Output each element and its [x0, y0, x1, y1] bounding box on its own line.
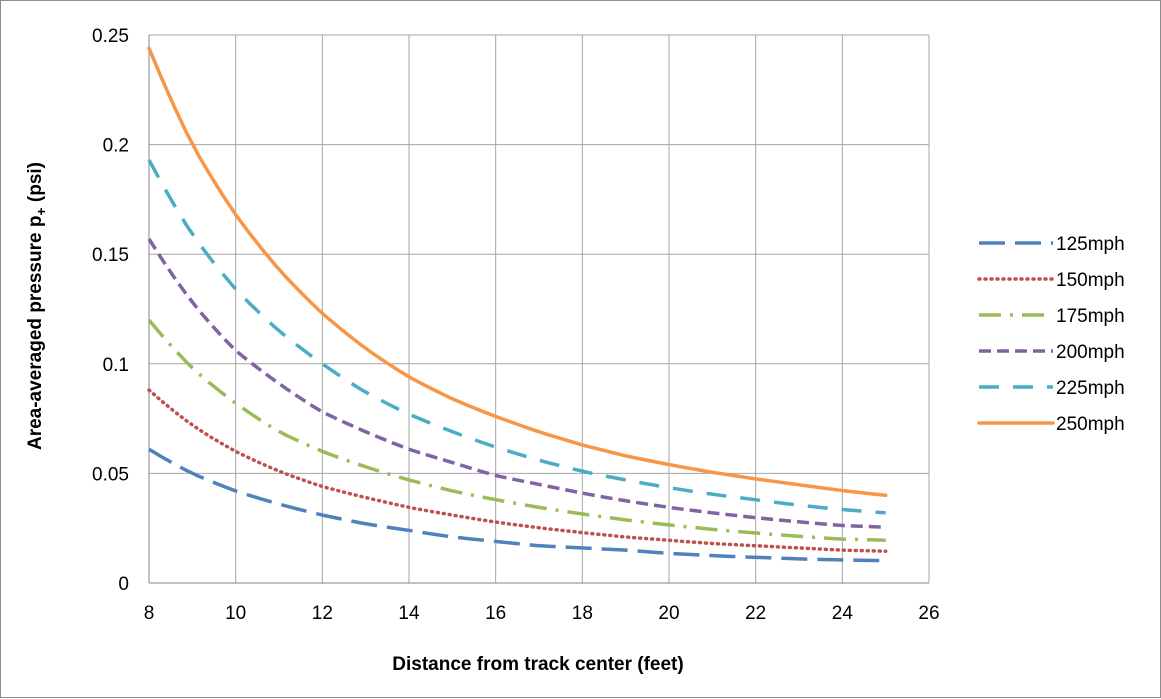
series-line-225mph — [147, 159, 886, 515]
legend-label-150mph: 150mph — [1056, 270, 1125, 291]
y-tick-label: 0.15 — [92, 245, 129, 266]
x-tick-label: 12 — [312, 603, 333, 624]
y-tick-labels: 0 0.05 0.1 0.15 0.2 0.25 — [92, 26, 129, 595]
x-tick-label: 10 — [225, 603, 246, 624]
x-axis-title: Distance from track center (feet) — [392, 654, 683, 675]
x-tick-label: 18 — [572, 603, 593, 624]
legend-label-250mph: 250mph — [1056, 414, 1125, 435]
x-tick-label: 8 — [144, 603, 155, 624]
gridlines — [148, 34, 930, 584]
y-tick-label: 0 — [118, 574, 129, 595]
series-line-125mph — [148, 447, 886, 563]
series-lines — [147, 46, 888, 563]
legend-label-175mph: 175mph — [1056, 306, 1125, 327]
legend-label-200mph: 200mph — [1056, 342, 1125, 363]
x-tick-label: 20 — [658, 603, 679, 624]
x-tick-label: 22 — [745, 603, 766, 624]
x-tick-labels: 8 10 12 14 16 18 20 22 24 26 — [144, 603, 940, 624]
y-tick-label: 0.05 — [92, 464, 129, 485]
series-line-150mph — [147, 388, 888, 553]
legend-label-225mph: 225mph — [1056, 378, 1125, 399]
legend-label-125mph: 125mph — [1056, 234, 1125, 255]
y-axis-title-unit: (psi) — [25, 162, 46, 207]
y-tick-label: 0.25 — [92, 26, 129, 47]
series-line-250mph — [147, 46, 888, 498]
x-tick-label: 26 — [918, 603, 939, 624]
y-axis-title-main: Area-averaged pressure p — [25, 216, 46, 450]
x-tick-label: 14 — [398, 603, 420, 624]
y-axis-title-subscript: + — [33, 207, 49, 215]
y-axis-title: Area-averaged pressure p+ (psi) — [25, 162, 49, 450]
x-tick-label: 24 — [832, 603, 854, 624]
y-tick-label: 0.1 — [103, 355, 129, 376]
y-tick-label: 0.2 — [103, 136, 129, 157]
series-line-175mph — [147, 318, 886, 543]
legend: 125mph 150mph 175mph 200mph 225mph 250mph — [977, 234, 1125, 435]
x-tick-label: 16 — [485, 603, 506, 624]
series-line-200mph — [147, 237, 886, 529]
